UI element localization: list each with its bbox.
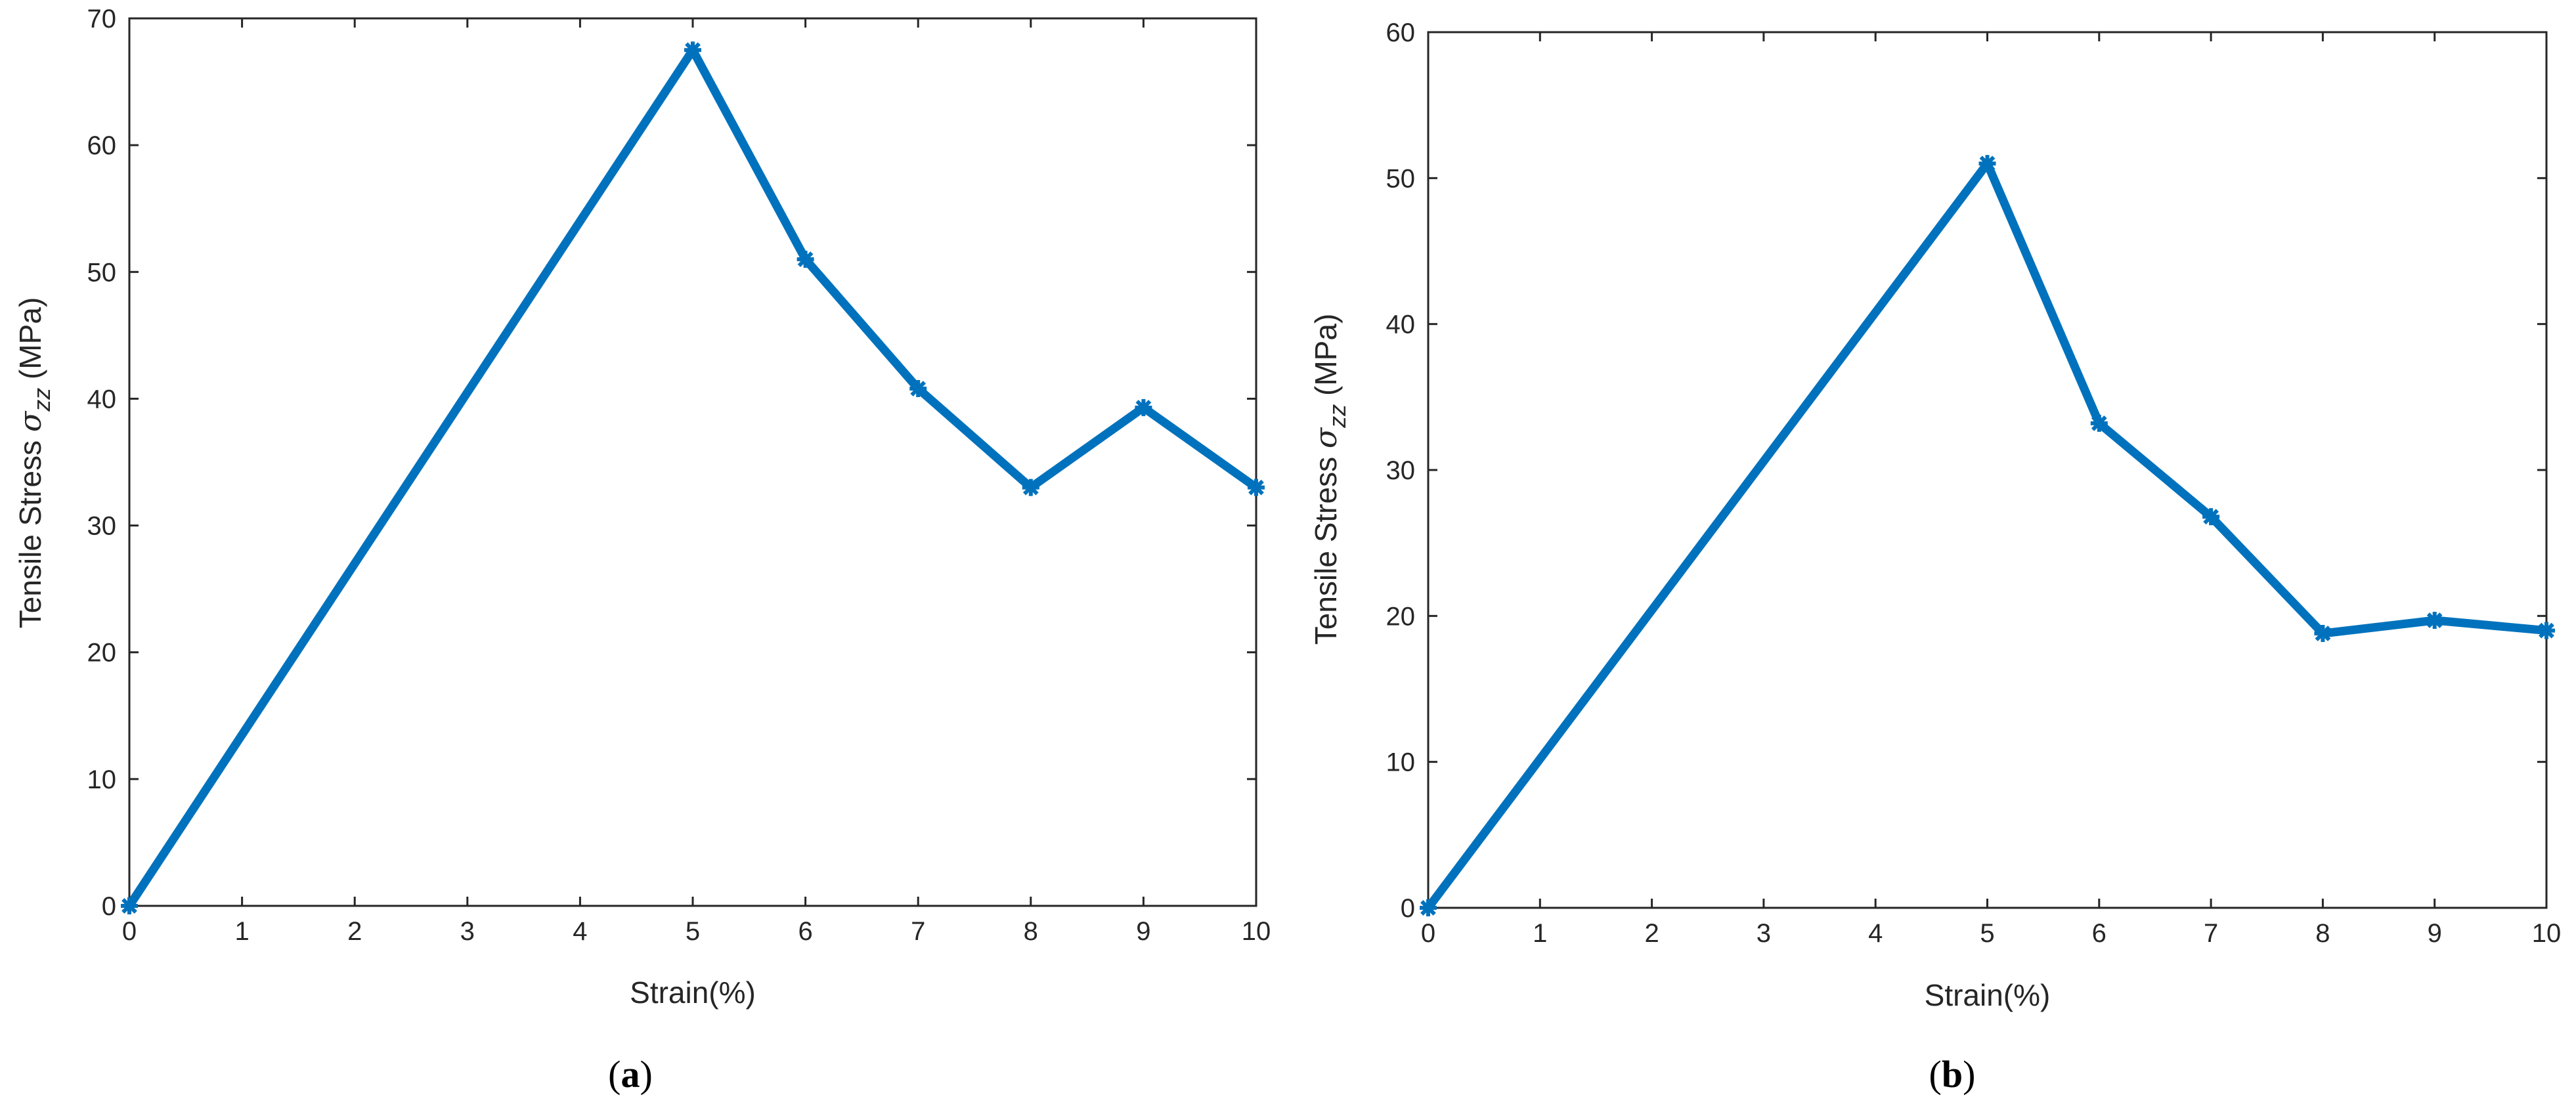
chart-panel-b: 0 1 2 3 4 5 6 7 8 9 10 0 10 20 30 40 50 60 Strain(%) Tensil…	[1308, 18, 2562, 1096]
chart-a-x-axis-label: Strain(%)	[630, 975, 756, 1010]
chart-a-x-tick-label: 2	[347, 917, 362, 946]
chart-a-x-tick-label: 8	[1024, 917, 1038, 946]
chart-b-x-tick-label: 6	[2092, 919, 2107, 948]
chart-b-x-tick-label: 8	[2315, 919, 2330, 948]
chart-b-x-tick-label: 0	[1421, 919, 1435, 948]
chart-b-data-point	[2314, 625, 2332, 643]
chart-a-y-tick-label: 20	[87, 639, 117, 668]
chart-a-x-tick-label: 3	[460, 917, 475, 946]
chart-b-y-tick-label: 40	[1386, 310, 1416, 339]
chart-b-x-tick-label: 2	[1644, 919, 1659, 948]
chart-b-x-axis-label: Strain(%)	[1925, 978, 2051, 1012]
chart-a-data-point	[1135, 398, 1152, 416]
chart-b-x-tick-label: 1	[1533, 919, 1547, 948]
chart-b-y-tick-label: 10	[1386, 748, 1416, 777]
chart-a-y-tick-label: 0	[102, 892, 116, 921]
chart-a-x-tick-label: 4	[573, 917, 587, 946]
chart-b-x-tick-label: 9	[2428, 919, 2442, 948]
chart-b-data-point	[2426, 612, 2443, 630]
chart-b-x-tick-label: 5	[1980, 919, 1994, 948]
chart-a-y-tick-label: 10	[87, 765, 117, 794]
chart-b-panel-label: (b)	[1929, 1053, 1976, 1096]
chart-a-x-tick-label: 7	[911, 917, 925, 946]
chart-a-x-tick-label: 0	[122, 917, 137, 946]
chart-a-data-point	[1248, 479, 1265, 496]
chart-a-data-point	[909, 379, 927, 397]
chart-b-series-line	[1424, 159, 2551, 912]
chart-b-x-tick-label: 10	[2532, 919, 2562, 948]
chart-a-x-tick-label: 1	[234, 917, 249, 946]
chart-a-data-point	[797, 250, 814, 268]
chart-b-y-tick-label: 50	[1386, 164, 1416, 193]
chart-panel-a: 0 1 2 3 4 5 6 7 8 9 10 0 10 20 30 40 50 60 70 Strain(%) Tens…	[12, 5, 1271, 1096]
chart-b-x-tick-label: 4	[1868, 919, 1883, 948]
chart-b-data-point	[2202, 508, 2220, 526]
chart-b-data-point	[2090, 414, 2108, 432]
chart-b-y-axis-label: Tensile Stress σzz (MPa)	[1308, 314, 1351, 645]
chart-a-y-tick-label: 30	[87, 512, 117, 541]
chart-b-data-point	[1978, 155, 1996, 173]
chart-a-x-tick-label: 6	[798, 917, 812, 946]
chart-a-plot-area	[128, 17, 1257, 907]
chart-a-x-tick-label: 5	[686, 917, 700, 946]
chart-b-data-point	[1420, 899, 1437, 916]
chart-a-series-line	[125, 45, 1261, 910]
chart-a-data-point	[1022, 479, 1039, 496]
chart-a-x-tick-label: 9	[1136, 917, 1150, 946]
chart-a-y-axis-label: Tensile Stress σzz (MPa)	[12, 297, 55, 629]
chart-b-y-tick-label: 20	[1386, 602, 1416, 631]
chart-a-x-tick-label: 10	[1242, 917, 1271, 946]
chart-b-data-point	[2538, 622, 2555, 639]
chart-a-panel-label: (a)	[608, 1053, 653, 1096]
chart-a-y-tick-label: 50	[87, 258, 117, 287]
chart-b-y-tick-label: 60	[1386, 18, 1416, 47]
chart-b-x-tick-label: 3	[1757, 919, 1771, 948]
chart-a-y-tick-label: 70	[87, 5, 117, 33]
chart-a-data-point	[684, 41, 701, 59]
chart-b-y-tick-label: 0	[1401, 894, 1415, 923]
chart-a-y-tick-label: 60	[87, 131, 117, 160]
chart-a-y-tick-label: 40	[87, 385, 117, 414]
chart-a-data-point	[121, 897, 138, 914]
chart-b-x-tick-label: 7	[2204, 919, 2218, 948]
chart-b-y-tick-label: 30	[1386, 456, 1416, 485]
